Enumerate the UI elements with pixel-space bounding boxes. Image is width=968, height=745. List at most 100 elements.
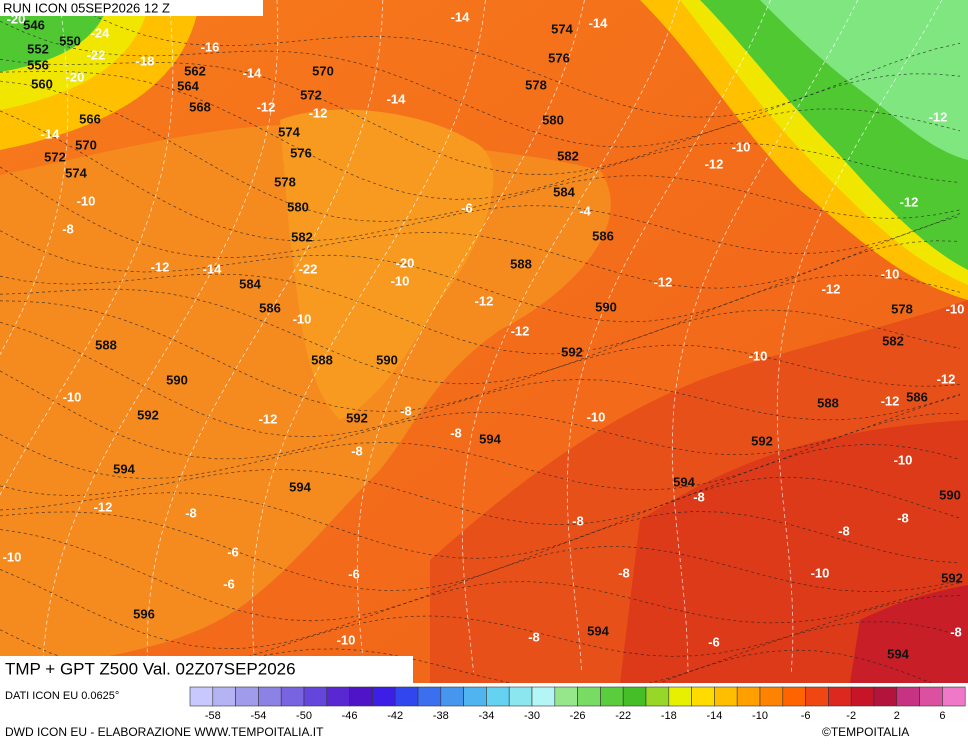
brand: ©TEMPOITALIA bbox=[822, 725, 909, 739]
geopotential-isoline bbox=[0, 58, 961, 175]
geopotential-isoline bbox=[0, 529, 961, 622]
colorbar-swatch bbox=[212, 686, 236, 707]
gpt-label: 592 bbox=[137, 407, 159, 422]
gpt-label: 592 bbox=[561, 344, 583, 359]
colorbar-swatch bbox=[349, 686, 373, 707]
tmp-label: -8 bbox=[351, 443, 363, 458]
gpt-label: 588 bbox=[95, 337, 117, 352]
gpt-label: 590 bbox=[376, 352, 398, 367]
gpt-label: 560 bbox=[31, 76, 53, 91]
temperature-isoline bbox=[356, 0, 585, 673]
tmp-label: -12 bbox=[151, 259, 170, 274]
tmp-label: -12 bbox=[705, 156, 724, 171]
colorbar-swatch bbox=[189, 686, 214, 707]
colorbar-tick-label: -34 bbox=[478, 710, 494, 722]
colorbar-swatch bbox=[714, 686, 738, 707]
gpt-label: 594 bbox=[587, 623, 609, 638]
gpt-label: 594 bbox=[673, 474, 695, 489]
tmp-label: -14 bbox=[203, 261, 223, 276]
colorbar-tick-label: -26 bbox=[570, 710, 586, 722]
gpt-label: 574 bbox=[278, 124, 300, 139]
temperature-isoline bbox=[566, 0, 771, 673]
field-band bbox=[850, 585, 968, 683]
colorbar-tick-label: -50 bbox=[296, 710, 312, 722]
gpt-label: 582 bbox=[557, 148, 579, 163]
tmp-label: -10 bbox=[811, 565, 830, 580]
gpt-label: 572 bbox=[300, 87, 322, 102]
gpt-label: 574 bbox=[551, 21, 573, 36]
tmp-label: -10 bbox=[337, 632, 356, 647]
colorbar-swatch bbox=[258, 686, 282, 707]
geopotential-isoline bbox=[0, 110, 961, 254]
gpt-label: 590 bbox=[166, 372, 188, 387]
tmp-label: -12 bbox=[259, 411, 278, 426]
colorbar-swatch bbox=[508, 686, 533, 707]
gpt-label: 588 bbox=[510, 256, 532, 271]
gpt-label: 562 bbox=[184, 63, 206, 78]
geopotential-isoline bbox=[0, 476, 961, 559]
tmp-label: -12 bbox=[475, 293, 494, 308]
gpt-label: 578 bbox=[891, 301, 913, 316]
colorbar-swatch bbox=[850, 686, 875, 707]
gpt-label: 596 bbox=[133, 606, 155, 621]
tmp-label: -12 bbox=[929, 109, 948, 124]
gpt-label: 592 bbox=[346, 410, 368, 425]
colorbar-tick-label: -2 bbox=[846, 710, 856, 722]
geopotential-isoline bbox=[0, 273, 961, 355]
tmp-label: -8 bbox=[950, 624, 962, 639]
tmp-label: -22 bbox=[299, 261, 318, 276]
gpt-label: 578 bbox=[525, 77, 547, 92]
tmp-label: -8 bbox=[572, 513, 584, 528]
gpt-label: 592 bbox=[941, 570, 963, 585]
temperature-isoline bbox=[251, 0, 486, 673]
geopotential-isoline bbox=[0, 443, 961, 526]
colorbar-swatch bbox=[782, 686, 806, 707]
data-source: DATI ICON EU 0.0625° bbox=[5, 690, 119, 702]
colorbar-swatch bbox=[235, 686, 259, 707]
gpt-label: 594 bbox=[113, 461, 135, 476]
gpt-label: 580 bbox=[542, 112, 564, 127]
tmp-label: -14 bbox=[589, 15, 609, 30]
gpt-label: 580 bbox=[287, 199, 309, 214]
tmp-label: -8 bbox=[897, 510, 909, 525]
gpt-label: 568 bbox=[189, 99, 211, 114]
colorbar-tick-label: 2 bbox=[894, 710, 900, 722]
geopotential-isoline bbox=[0, 595, 961, 675]
tmp-label: -8 bbox=[400, 403, 412, 418]
field-band bbox=[0, 0, 110, 72]
gpt-label: 572 bbox=[44, 149, 66, 164]
credit: DWD ICON EU - ELABORAZIONE WWW.TEMPOITAL… bbox=[5, 725, 324, 739]
tmp-label: -8 bbox=[528, 629, 540, 644]
tmp-label: -12 bbox=[309, 105, 328, 120]
tmp-label: -14 bbox=[41, 126, 61, 141]
colorbar-swatch bbox=[417, 686, 442, 707]
tmp-label: -6 bbox=[227, 544, 239, 559]
colorbar-swatch bbox=[303, 686, 328, 707]
tmp-label: -12 bbox=[257, 99, 276, 114]
colorbar-swatch bbox=[668, 686, 692, 707]
tmp-label: -8 bbox=[618, 565, 630, 580]
colorbar-swatch bbox=[577, 686, 601, 707]
gpt-label: 582 bbox=[882, 333, 904, 348]
tmp-label: -10 bbox=[881, 266, 900, 281]
colorbar-swatch bbox=[919, 686, 943, 707]
colorbar-tick-label: -42 bbox=[387, 710, 403, 722]
colorbar-tick-label: -10 bbox=[752, 710, 768, 722]
gpt-label: 594 bbox=[479, 431, 501, 446]
tmp-label: -18 bbox=[136, 53, 155, 68]
temperature-isoline bbox=[0, 0, 69, 356]
gpt-label: 586 bbox=[259, 300, 281, 315]
title-box bbox=[0, 656, 413, 683]
tmp-label: -24 bbox=[91, 25, 111, 40]
gpt-label: 594 bbox=[289, 479, 311, 494]
colorbar-swatch bbox=[805, 686, 829, 707]
colorbar-swatch bbox=[691, 686, 715, 707]
colorbar-swatch bbox=[942, 686, 966, 707]
tmp-label: -10 bbox=[77, 193, 96, 208]
tmp-label: -22 bbox=[87, 47, 106, 62]
gpt-label: 586 bbox=[592, 228, 614, 243]
colorbar-tick-label: -22 bbox=[615, 710, 631, 722]
gpt-label: 576 bbox=[290, 145, 312, 160]
temperature-isoline bbox=[461, 0, 680, 673]
